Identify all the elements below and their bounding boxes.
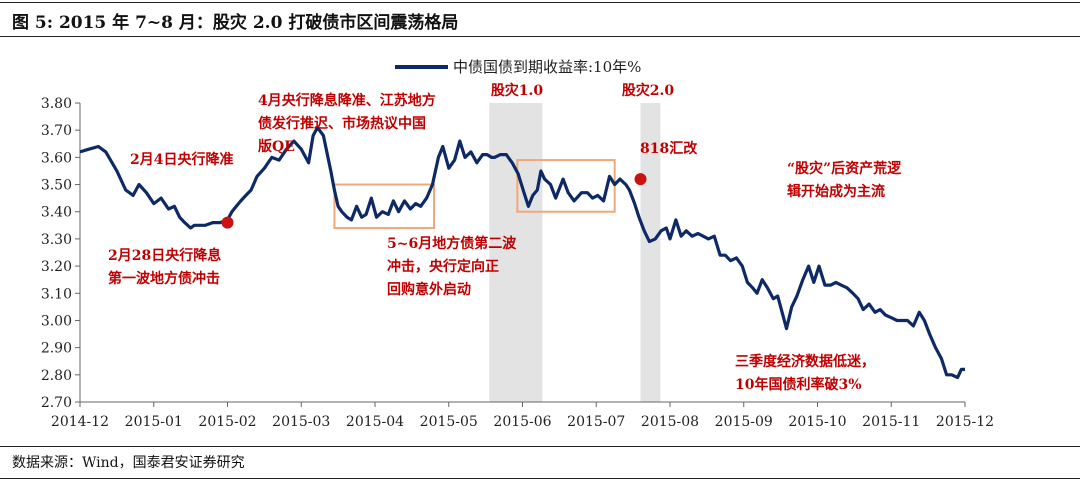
annotation-text: “股灾”后资产荒逻 xyxy=(787,160,902,177)
shaded-region-1 xyxy=(489,103,543,402)
figure-title: 图 5: 2015 年 7~8 月：股灾 2.0 打破债市区间震荡格局 xyxy=(12,13,459,33)
top-rule xyxy=(0,2,1080,3)
annotation-text: 5~6月地方债第二波 xyxy=(387,235,517,252)
y-tick-label: 2.70 xyxy=(41,395,72,411)
annotation-text: 回购意外启动 xyxy=(387,281,471,298)
x-tick-label: 2015-06 xyxy=(493,414,551,430)
x-tick-label: 2015-03 xyxy=(272,414,330,430)
annotation-text: 818汇改 xyxy=(640,140,698,157)
y-tick-label: 3.40 xyxy=(41,205,72,221)
y-tick-label: 3.10 xyxy=(41,286,72,302)
annotation-text: 辑开始成为主流 xyxy=(787,183,885,200)
shaded-region-label: 股灾1.0 xyxy=(491,82,544,99)
highlight-box-1 xyxy=(333,183,435,230)
x-tick-label: 2015-04 xyxy=(346,414,404,430)
shaded-region-label: 股灾2.0 xyxy=(622,82,675,99)
x-tick-label: 2015-07 xyxy=(567,414,625,430)
bottom-rule xyxy=(0,478,1080,479)
y-tick-label: 3.20 xyxy=(41,259,72,275)
source-rule xyxy=(0,446,1080,447)
annotation-text: 冲击，央行定向正 xyxy=(387,258,499,275)
title-rule xyxy=(0,36,1080,37)
event-marker-2 xyxy=(634,173,647,186)
annotation-text: 2月28日央行降息 xyxy=(108,247,221,264)
x-tick-label: 2015-11 xyxy=(862,414,920,430)
annotation-text: 债发行推迟、市场热议中国 xyxy=(258,115,426,132)
source-note: 数据来源：Wind，国泰君安证券研究 xyxy=(12,455,245,471)
y-tick-label: 2.80 xyxy=(41,368,72,384)
x-tick-label: 2015-12 xyxy=(936,414,994,430)
annotation-text: 10年国债利率破3% xyxy=(735,376,862,393)
x-tick-label: 2015-05 xyxy=(420,414,478,430)
y-tick-label: 3.00 xyxy=(41,313,72,329)
y-tick-label: 3.80 xyxy=(41,96,72,112)
x-tick-label: 2015-09 xyxy=(715,414,773,430)
series-line-10y-yield xyxy=(79,125,965,380)
annotation-text: 版QE xyxy=(258,138,295,155)
y-tick-label: 3.50 xyxy=(41,178,72,194)
y-tick-label: 3.70 xyxy=(41,123,72,139)
event-marker-1 xyxy=(221,216,234,229)
annotation-text: 三季度经济数据低迷， xyxy=(735,353,875,370)
x-tick-label: 2015-10 xyxy=(788,414,846,430)
x-tick-label: 2014-12 xyxy=(51,414,109,430)
annotation-text: 4月央行降息降准、江苏地方 xyxy=(258,92,436,109)
annotation-text: 第一波地方债冲击 xyxy=(108,270,220,287)
y-tick-label: 3.30 xyxy=(41,232,72,248)
yield-line-chart: 3.80 3.70 3.60 3.50 3.40 3.30 3.20 3.10 3.00 2.90… xyxy=(41,58,994,430)
y-tick-label: 2.90 xyxy=(41,341,72,357)
x-tick-label: 2015-02 xyxy=(198,414,256,430)
legend-label: 中债国债到期收益率:10年% xyxy=(453,58,641,76)
x-tick-label: 2015-01 xyxy=(125,414,183,430)
annotation-text: 2月4日央行降准 xyxy=(130,151,233,168)
x-tick-label: 2015-08 xyxy=(641,414,699,430)
y-tick-label: 3.60 xyxy=(41,150,72,166)
